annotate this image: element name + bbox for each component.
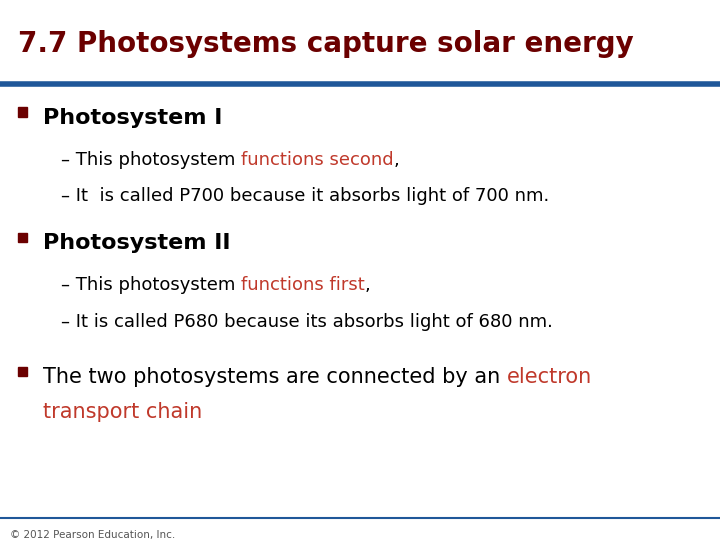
Text: transport chain: transport chain xyxy=(43,402,202,422)
Text: Photosystem II: Photosystem II xyxy=(43,233,230,253)
Text: – It is called P680 because its absorbs light of 680 nm.: – It is called P680 because its absorbs … xyxy=(61,313,553,331)
Text: ,: , xyxy=(365,276,371,294)
Text: © 2012 Pearson Education, Inc.: © 2012 Pearson Education, Inc. xyxy=(10,530,176,540)
Text: – This photosystem: – This photosystem xyxy=(61,151,241,169)
FancyBboxPatch shape xyxy=(18,233,27,242)
Text: ,: , xyxy=(394,151,400,169)
Text: – It  is called P700 because it absorbs light of 700 nm.: – It is called P700 because it absorbs l… xyxy=(61,187,549,205)
Text: 7.7 Photosystems capture solar energy: 7.7 Photosystems capture solar energy xyxy=(18,30,634,58)
Text: Photosystem I: Photosystem I xyxy=(43,108,222,128)
Text: The two photosystems are connected by an: The two photosystems are connected by an xyxy=(43,367,507,387)
Text: electron: electron xyxy=(507,367,593,387)
FancyBboxPatch shape xyxy=(18,367,27,376)
FancyBboxPatch shape xyxy=(18,107,27,117)
Text: functions first: functions first xyxy=(241,276,365,294)
Text: – This photosystem: – This photosystem xyxy=(61,276,241,294)
Text: functions second: functions second xyxy=(241,151,394,169)
